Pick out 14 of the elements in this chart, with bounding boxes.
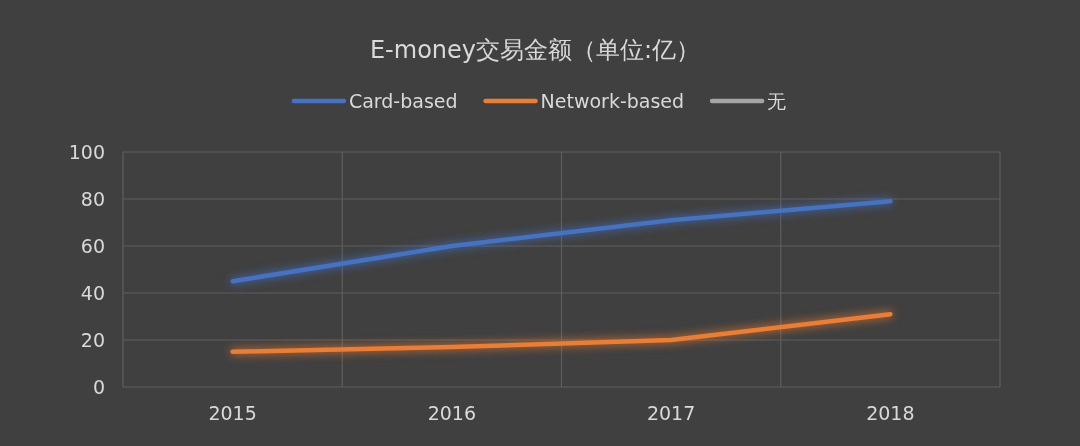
x-tick-label: 2015 [208,402,257,424]
y-tick-label: 40 [80,282,105,304]
legend-label: Network-based [540,90,685,112]
y-tick-label: 60 [80,235,105,257]
title: E-money交易金额（单位:亿） [369,36,701,64]
y-tick-label: 0 [92,376,105,398]
x-tick-label: 2016 [427,402,477,424]
x-tick-label: 2018 [866,402,915,424]
y-tick-label: 80 [80,188,105,210]
legend-label: Card-based [348,90,458,112]
y-tick-label: 20 [80,329,105,351]
legend-label: 无 [767,90,787,112]
y-tick-label: 100 [68,141,105,163]
x-tick-label: 2017 [646,402,696,424]
